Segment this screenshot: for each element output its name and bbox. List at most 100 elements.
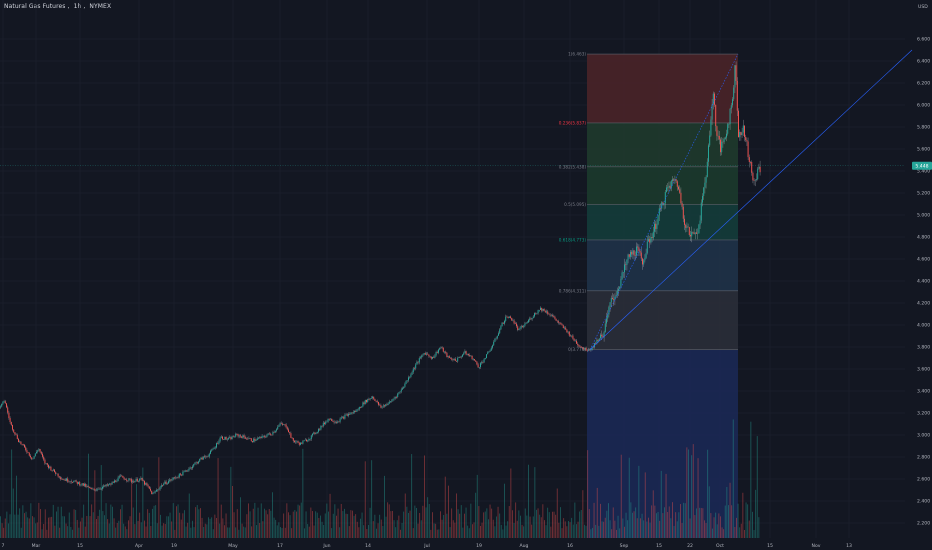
candle-body bbox=[229, 437, 231, 439]
candle-body bbox=[524, 323, 526, 326]
volume-bar bbox=[484, 511, 486, 538]
candle-body bbox=[382, 405, 384, 407]
volume-bar bbox=[545, 525, 547, 538]
candle-body bbox=[300, 442, 301, 445]
volume-bar bbox=[710, 513, 712, 538]
volume-bar bbox=[467, 525, 469, 538]
candle-body bbox=[514, 323, 516, 325]
currency-label: USD bbox=[918, 4, 928, 10]
candle-body bbox=[744, 125, 745, 137]
price-tick-label: 5.600 bbox=[917, 147, 930, 153]
candle-body bbox=[472, 359, 474, 360]
volume-bar bbox=[505, 525, 507, 538]
candle-body bbox=[373, 396, 375, 399]
candle-body bbox=[72, 482, 73, 483]
candle-body bbox=[558, 321, 559, 323]
volume-bar bbox=[566, 526, 568, 538]
volume-bar bbox=[611, 529, 613, 538]
candle-body bbox=[159, 487, 161, 490]
volume-bar bbox=[440, 511, 441, 538]
volume-bar bbox=[230, 466, 232, 538]
candle-body bbox=[82, 483, 84, 486]
candle-body bbox=[268, 433, 270, 435]
volume-bar bbox=[571, 517, 573, 538]
candle-body bbox=[676, 181, 678, 187]
candle-body bbox=[447, 356, 449, 357]
candle-body bbox=[718, 135, 720, 140]
candle-body bbox=[313, 432, 315, 434]
candle-body bbox=[708, 145, 709, 162]
volume-bar bbox=[72, 529, 73, 538]
volume-bar bbox=[686, 447, 688, 538]
candle-body bbox=[399, 391, 401, 393]
candle-body bbox=[315, 432, 317, 434]
candle-body bbox=[19, 441, 21, 443]
volume-bar bbox=[212, 529, 214, 538]
volume-bar bbox=[113, 518, 115, 538]
price-tick-label: 5.400 bbox=[917, 169, 930, 175]
candle-body bbox=[127, 480, 129, 482]
candle-body bbox=[163, 483, 165, 486]
candle-body bbox=[250, 438, 252, 442]
candle-body bbox=[696, 232, 697, 234]
candle-body bbox=[451, 358, 453, 360]
grid bbox=[0, 0, 905, 538]
volume-bar bbox=[251, 526, 253, 538]
volume-bar bbox=[443, 514, 445, 538]
candle-body bbox=[339, 418, 341, 422]
candle-body bbox=[170, 479, 172, 481]
candle-body bbox=[517, 326, 519, 330]
candle-body bbox=[442, 347, 444, 352]
volume-bar bbox=[228, 527, 230, 538]
volume-bar bbox=[355, 514, 357, 538]
candle-body bbox=[343, 416, 345, 419]
volume-bar bbox=[289, 515, 291, 538]
candle-body bbox=[632, 250, 634, 255]
candle-body bbox=[478, 367, 480, 368]
volume-bar bbox=[721, 527, 723, 538]
volume-bar bbox=[265, 510, 267, 538]
volume-bar bbox=[404, 493, 406, 538]
candle-body bbox=[20, 441, 22, 444]
volume-bar bbox=[153, 505, 155, 538]
volume-bar bbox=[729, 482, 731, 538]
fib-zone bbox=[587, 122, 738, 167]
candle-body bbox=[52, 469, 54, 471]
volume-bar bbox=[678, 512, 680, 538]
candle-body bbox=[259, 437, 261, 438]
volume-bar bbox=[582, 490, 584, 538]
volume-bar bbox=[51, 516, 53, 538]
volume-bar bbox=[633, 511, 635, 538]
volume-bar bbox=[708, 486, 710, 538]
volume-bar bbox=[56, 511, 57, 538]
candle-body bbox=[691, 231, 693, 237]
candle-body bbox=[280, 423, 282, 424]
volume-bar bbox=[508, 506, 510, 538]
volume-bar bbox=[384, 475, 385, 538]
volume-bar bbox=[260, 503, 262, 538]
candle-body bbox=[352, 412, 354, 414]
volume-bar bbox=[188, 493, 190, 538]
volume-bar bbox=[592, 527, 593, 538]
volume-bar bbox=[318, 517, 320, 538]
candle-body bbox=[715, 104, 717, 127]
candle-body bbox=[177, 477, 179, 478]
volume-bar bbox=[449, 527, 451, 538]
candle-body bbox=[327, 418, 329, 422]
candle-body bbox=[168, 481, 169, 484]
candle-body bbox=[267, 433, 269, 436]
volume-bar bbox=[241, 523, 243, 538]
volume-bar bbox=[134, 524, 136, 538]
candle-body bbox=[366, 399, 367, 403]
candle-body bbox=[748, 157, 750, 163]
candle-body bbox=[446, 352, 448, 357]
candle-body bbox=[219, 437, 221, 442]
candle-body bbox=[756, 179, 757, 180]
volume-bar bbox=[465, 507, 467, 538]
candle-body bbox=[397, 393, 399, 397]
candle-body bbox=[668, 185, 670, 188]
volume-bar bbox=[310, 507, 312, 538]
candle-body bbox=[262, 435, 264, 437]
candle-body bbox=[24, 444, 25, 448]
